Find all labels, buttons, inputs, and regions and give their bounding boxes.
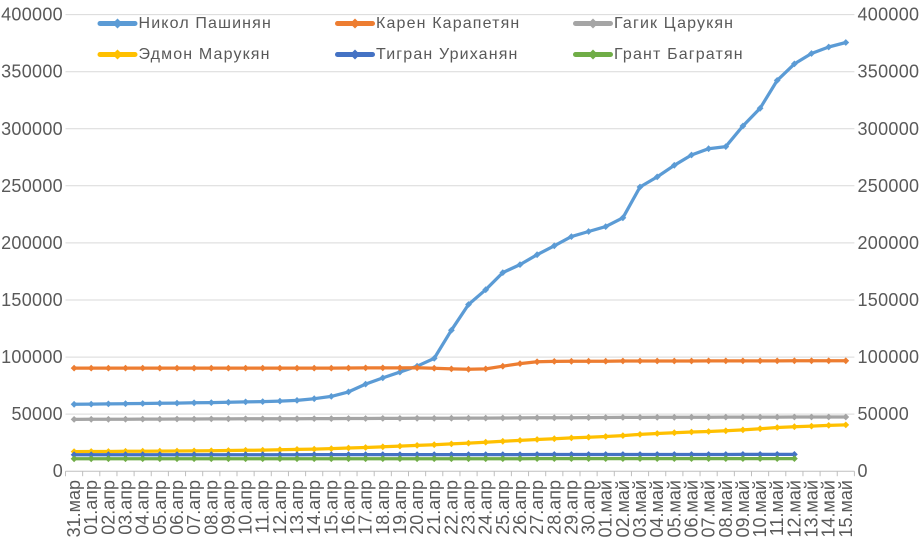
svg-text:26.апр: 26.апр	[510, 480, 530, 535]
svg-text:07.апр: 07.апр	[184, 480, 204, 535]
svg-text:0: 0	[53, 461, 63, 481]
svg-text:22.апр: 22.апр	[441, 480, 461, 535]
svg-text:14.май: 14.май	[819, 480, 839, 537]
svg-text:150000: 150000	[1, 290, 63, 310]
svg-text:400000: 400000	[1, 5, 63, 25]
svg-text:15.май: 15.май	[836, 480, 856, 537]
svg-text:11.май: 11.май	[767, 480, 787, 536]
svg-text:29.апр: 29.апр	[561, 480, 581, 535]
svg-text:100000: 100000	[1, 347, 63, 367]
svg-text:30.апр: 30.апр	[579, 480, 599, 535]
svg-text:Карен Карапетян: Карен Карапетян	[376, 15, 520, 32]
svg-text:02.апр: 02.апр	[98, 480, 118, 535]
svg-text:04.май: 04.май	[647, 480, 667, 537]
svg-text:09.май: 09.май	[733, 480, 753, 537]
svg-text:05.апр: 05.апр	[150, 480, 170, 535]
svg-text:12.апр: 12.апр	[270, 480, 290, 535]
svg-text:Эдмон Марукян: Эдмон Марукян	[139, 46, 271, 63]
svg-text:03.май: 03.май	[630, 480, 650, 537]
svg-text:06.апр: 06.апр	[167, 480, 187, 535]
svg-text:21.апр: 21.апр	[424, 480, 444, 535]
svg-text:04.апр: 04.апр	[133, 480, 153, 535]
svg-text:06.май: 06.май	[682, 480, 702, 537]
svg-text:08.май: 08.май	[716, 480, 736, 537]
svg-text:100000: 100000	[858, 347, 920, 367]
svg-text:02.май: 02.май	[613, 480, 633, 537]
svg-text:Гагик Царукян: Гагик Царукян	[614, 15, 734, 32]
svg-text:25.апр: 25.апр	[493, 480, 513, 535]
svg-text:24.апр: 24.апр	[476, 480, 496, 535]
svg-text:50000: 50000	[11, 404, 63, 424]
svg-text:300000: 300000	[1, 119, 63, 139]
svg-text:350000: 350000	[858, 62, 920, 82]
svg-text:18.апр: 18.апр	[373, 480, 393, 535]
svg-text:14.апр: 14.апр	[304, 480, 324, 535]
svg-text:300000: 300000	[858, 119, 920, 139]
svg-text:12.май: 12.май	[784, 480, 804, 537]
svg-text:13.апр: 13.апр	[287, 480, 307, 535]
svg-text:250000: 250000	[858, 176, 920, 196]
svg-text:Тигран Уриханян: Тигран Уриханян	[376, 46, 519, 63]
svg-text:11.апр: 11.апр	[253, 480, 273, 533]
svg-text:10.май: 10.май	[750, 480, 770, 537]
svg-text:05.май: 05.май	[664, 480, 684, 537]
svg-text:01.апр: 01.апр	[81, 480, 101, 535]
svg-text:23.апр: 23.апр	[459, 480, 479, 535]
svg-text:Никол Пашинян: Никол Пашинян	[139, 15, 272, 32]
svg-text:08.апр: 08.апр	[201, 480, 221, 535]
svg-text:Грант Багратян: Грант Багратян	[614, 46, 744, 63]
svg-text:09.апр: 09.апр	[218, 480, 238, 535]
svg-text:200000: 200000	[858, 233, 920, 253]
svg-text:200000: 200000	[1, 233, 63, 253]
svg-text:27.апр: 27.апр	[527, 480, 547, 535]
svg-text:13.май: 13.май	[802, 480, 822, 537]
svg-text:15.апр: 15.апр	[321, 480, 341, 535]
svg-text:01.май: 01.май	[596, 480, 616, 537]
svg-text:150000: 150000	[858, 290, 920, 310]
svg-text:17.апр: 17.апр	[356, 480, 376, 535]
svg-text:03.апр: 03.апр	[116, 480, 136, 535]
svg-text:0: 0	[858, 461, 868, 481]
svg-text:28.апр: 28.апр	[544, 480, 564, 535]
svg-text:400000: 400000	[858, 5, 920, 25]
svg-text:16.апр: 16.апр	[339, 480, 359, 535]
svg-text:10.апр: 10.апр	[236, 480, 256, 535]
svg-text:19.апр: 19.апр	[390, 480, 410, 535]
svg-text:07.май: 07.май	[699, 480, 719, 537]
svg-text:50000: 50000	[858, 404, 910, 424]
svg-text:20.апр: 20.апр	[407, 480, 427, 535]
svg-text:31.мар: 31.мар	[64, 480, 84, 537]
svg-text:250000: 250000	[1, 176, 63, 196]
svg-text:350000: 350000	[1, 62, 63, 82]
